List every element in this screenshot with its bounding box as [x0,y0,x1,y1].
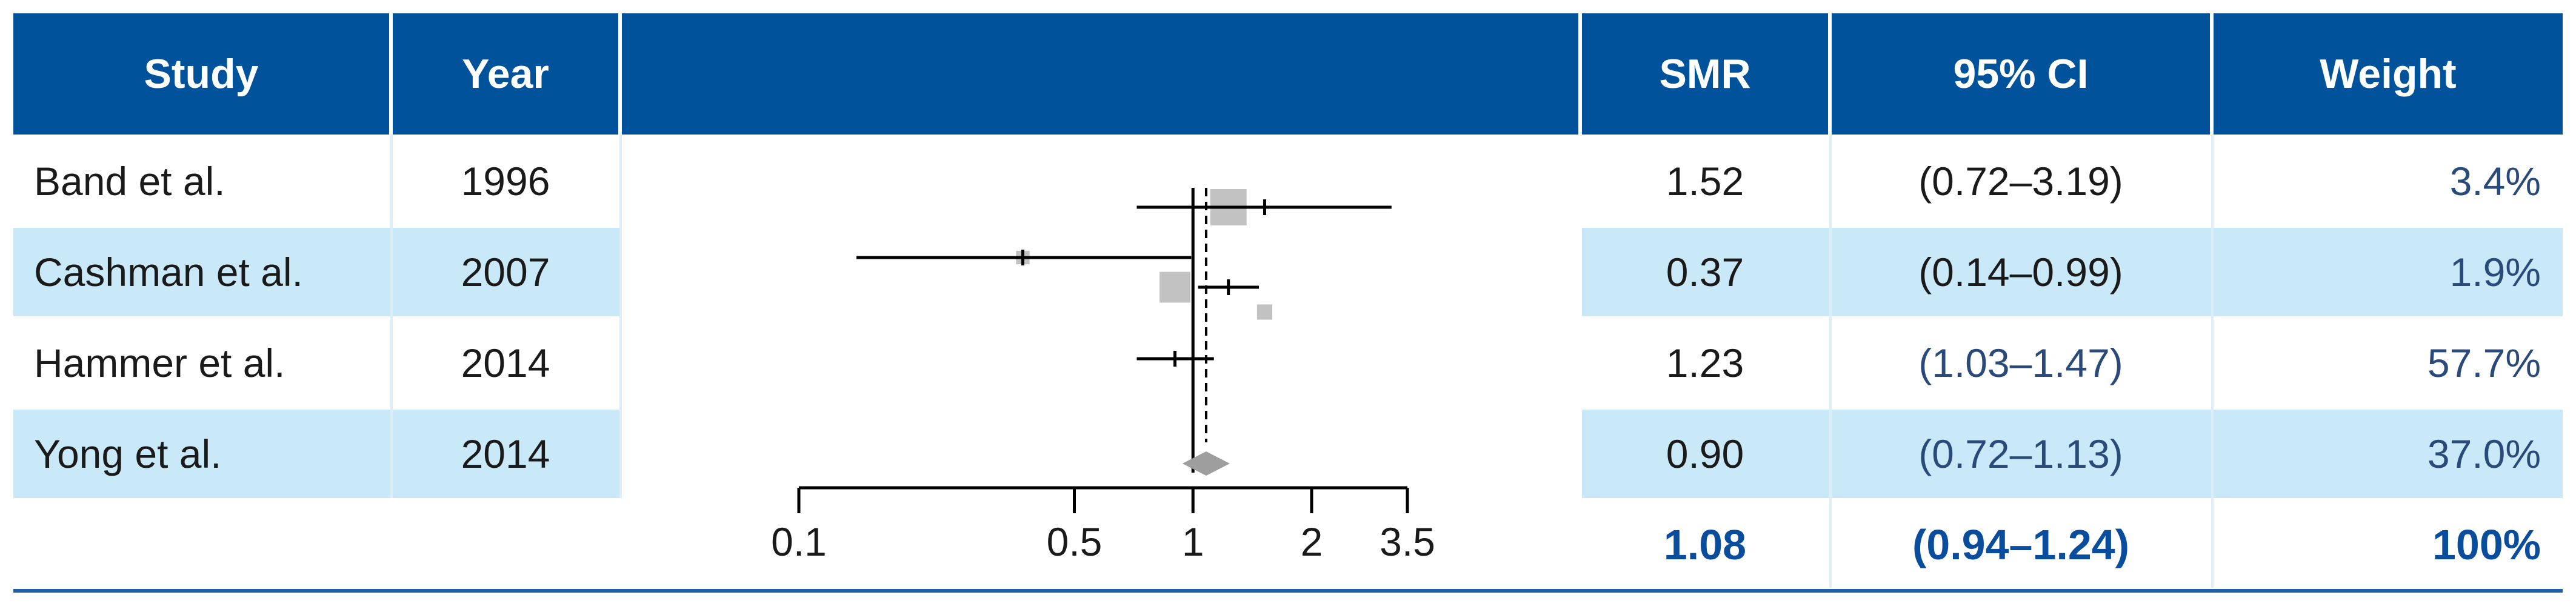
study-year: 2007 [461,250,550,294]
row-band-left [13,228,622,316]
header-study: Study [13,13,389,135]
weight-square [1256,304,1273,320]
x-tick-label: 1 [1182,519,1204,564]
x-tick-label: 0.5 [1047,519,1103,564]
column-divider [1829,135,1832,588]
row-band-left [13,410,622,498]
study-weight: 3.4% [2449,159,2541,204]
study-year: 2014 [461,341,550,385]
header-smr: SMR [1582,13,1828,135]
study-smr: 1.23 [1666,341,1744,385]
header-plot [622,13,1578,135]
study-smr: 0.90 [1666,431,1744,476]
study-name: Cashman et al. [34,250,303,294]
header-year: Year [393,13,618,135]
column-divider [390,135,393,498]
row-band-right [1582,410,2563,498]
x-tick-label: 3.5 [1380,519,1435,564]
study-ci: (0.72–1.13) [1918,431,2123,476]
pooled-diamond [1182,451,1230,476]
total-smr: 1.08 [1663,521,1747,568]
weight-square [1160,271,1190,303]
study-name: Hammer et al. [34,341,285,385]
header-ci: 95% CI [1832,13,2210,135]
row-band-right [1582,228,2563,316]
bottom-rule [13,589,2563,593]
study-weight: 57.7% [2427,341,2541,385]
study-ci: (0.72–3.19) [1918,159,2123,204]
column-divider [2211,135,2214,588]
study-ci: (1.03–1.47) [1918,341,2123,385]
total-ci: (0.94–1.24) [1912,521,2130,568]
x-tick-label: 2 [1301,519,1323,564]
study-smr: 0.37 [1666,250,1744,294]
study-weight: 1.9% [2449,250,2541,294]
column-divider [619,135,622,498]
study-weight: 37.0% [2427,431,2541,476]
study-name: Band et al. [34,159,225,204]
study-smr: 1.52 [1666,159,1744,204]
total-weight: 100% [2432,521,2541,568]
header-weight: Weight [2214,13,2563,135]
study-name: Yong et al. [34,431,222,476]
x-tick-label: 0.1 [771,519,827,564]
study-year: 1996 [461,159,550,204]
study-year: 2014 [461,431,550,476]
study-ci: (0.14–0.99) [1918,250,2123,294]
